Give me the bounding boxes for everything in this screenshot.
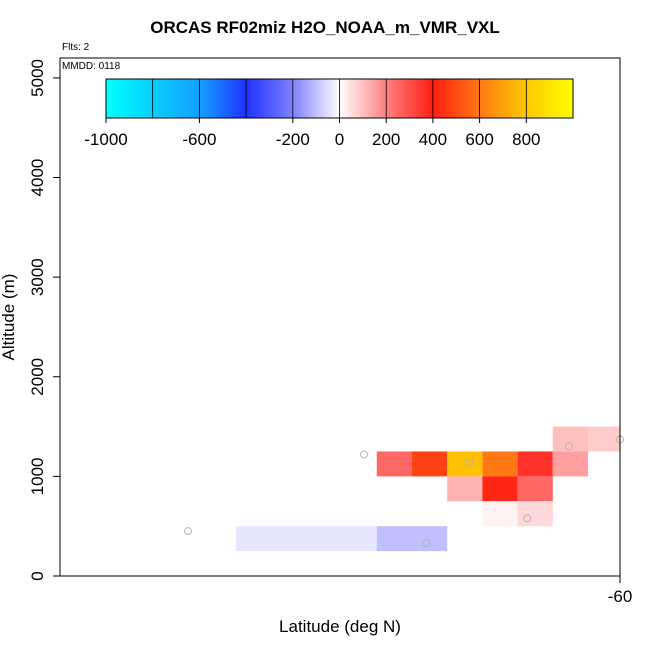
heatmap-plot: 010002000300040005000-60Latitude (deg N)… — [0, 0, 650, 650]
colorbar-tick-label: 400 — [419, 130, 447, 149]
y-tick-label: 0 — [28, 571, 47, 580]
y-tick-label: 2000 — [28, 358, 47, 396]
colorbar-layer: -1000 -600 -200 0 200 400 600 800 — [84, 79, 573, 149]
chart-container: ORCAS RF02miz H2O_NOAA_m_VMR_VXL Flts: 2… — [0, 0, 650, 650]
y-tick-label: 3000 — [28, 258, 47, 296]
colorbar-tick-label: 800 — [512, 130, 540, 149]
heatmap-cell — [412, 451, 447, 476]
heatmap-cell — [482, 451, 517, 476]
y-axis-label: Altitude (m) — [0, 274, 18, 361]
colorbar-tick-label: 0 — [335, 130, 344, 149]
data-point — [361, 451, 368, 458]
heatmap-cell — [482, 476, 517, 501]
x-tick-label: -60 — [608, 587, 633, 606]
heatmap-cell — [377, 451, 412, 476]
heatmap-cell — [588, 427, 620, 452]
x-axis-label: Latitude (deg N) — [279, 617, 401, 636]
heatmap-cell — [553, 451, 588, 476]
colorbar-tick-label: -1000 — [84, 130, 127, 149]
y-tick-label: 1000 — [28, 457, 47, 495]
colorbar-tick-label: -200 — [276, 130, 310, 149]
colorbar-tick-label: 600 — [465, 130, 493, 149]
heatmap-cell — [447, 476, 482, 501]
heatmap-cell — [518, 501, 553, 526]
heatmap-cell — [518, 476, 553, 501]
y-tick-label: 5000 — [28, 59, 47, 97]
cells-layer — [236, 427, 620, 552]
heatmap-cell — [518, 451, 553, 476]
y-tick-label: 4000 — [28, 159, 47, 197]
heatmap-cell — [236, 526, 377, 551]
data-point — [185, 528, 192, 535]
heatmap-cell — [377, 526, 447, 551]
heatmap-cell — [447, 451, 482, 476]
colorbar-tick-label: -600 — [182, 130, 216, 149]
heatmap-cell — [553, 427, 588, 452]
colorbar-tick-label: 200 — [372, 130, 400, 149]
heatmap-cell — [482, 501, 517, 526]
